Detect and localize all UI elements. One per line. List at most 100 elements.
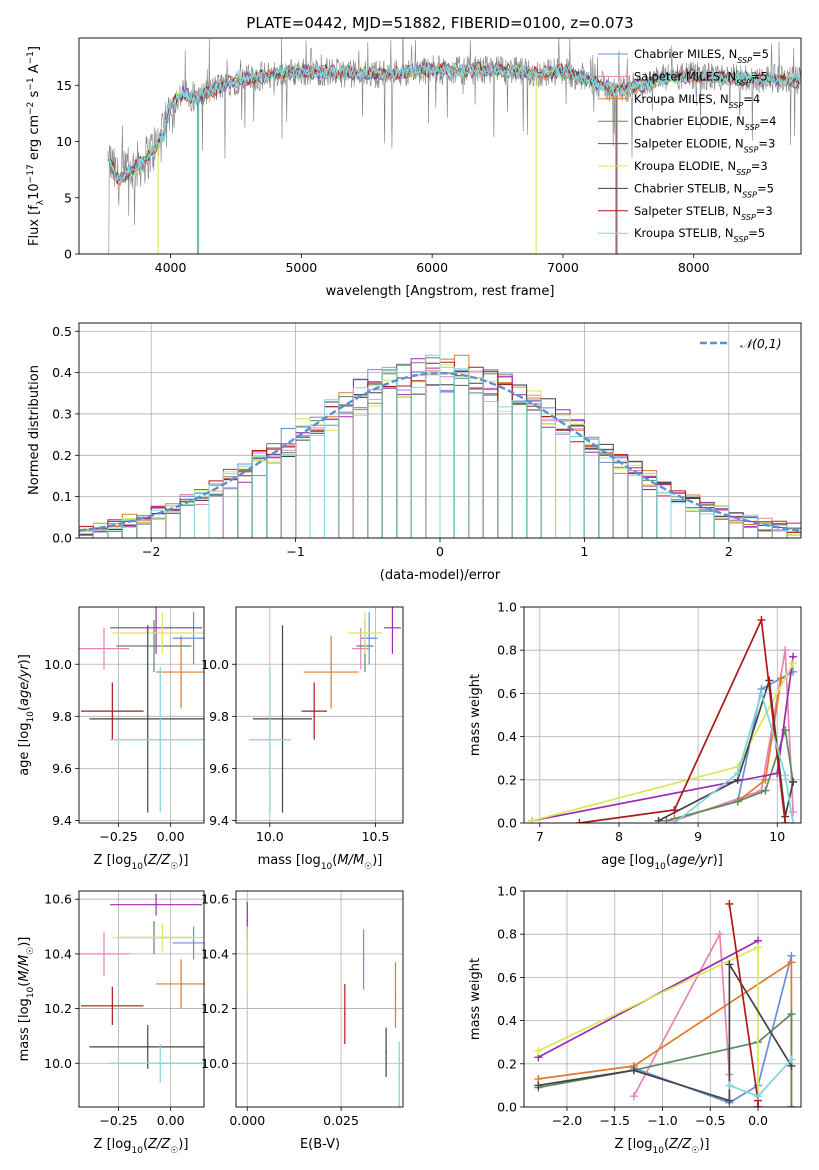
- legend-value: =3: [756, 204, 773, 218]
- label-part: Z [log: [615, 1137, 653, 1152]
- y-tick-label: 0.0: [52, 531, 72, 546]
- label-part: )]: [178, 853, 188, 868]
- x-axis-label: wavelength [Angstrom, rest frame]: [326, 284, 555, 299]
- label-part: M/M: [17, 955, 32, 982]
- y-tick-label: 0.4: [52, 365, 72, 380]
- plot-area: [248, 607, 401, 813]
- y-axis-label: Normed distribution: [27, 365, 42, 495]
- y-tick-label: 9.8: [209, 709, 229, 724]
- model-line-kroupa-stelib-top: [107, 62, 801, 182]
- legend-text: Salpeter STELIB, N: [634, 204, 741, 218]
- x-tick-label: 10.0: [256, 829, 284, 844]
- x-tick-label: 7000: [547, 260, 579, 275]
- label-part: mass weight: [468, 674, 483, 756]
- point-chabrier_miles: [368, 637, 370, 640]
- x-tick-label: 0.025: [323, 1113, 359, 1128]
- legend-label-kroupa_miles: Kroupa MILES, NSSP=4: [634, 92, 760, 110]
- point-chabrier_stelib: [146, 718, 149, 720]
- y-tick-label: 0.6: [497, 970, 517, 985]
- x-tick-label: 4000: [155, 260, 187, 275]
- y-tick-label: 0.4: [497, 729, 517, 744]
- weight-marker-chabrier_stelib: [654, 816, 663, 823]
- point-kroupa_elodie: [161, 632, 164, 634]
- weight-marker-chabrier_elodie: [733, 797, 742, 806]
- y-axis-label: age [log10(age/yr)]: [17, 654, 36, 776]
- weight-marker-chabrier_stelib: [789, 777, 798, 786]
- point-kroupa_miles: [394, 994, 397, 996]
- weight-marker-salpeter_stelib: [575, 819, 584, 823]
- weight-marker-salpeter_stelib: [754, 1103, 763, 1107]
- legend-text: Salpeter ELODIE, N: [634, 137, 744, 151]
- y-tick-label: 5: [64, 190, 72, 205]
- weight-marker-kroupa_stelib: [757, 689, 766, 698]
- plot-area: [79, 354, 801, 538]
- x-tick-label: 0.00: [157, 1113, 185, 1128]
- point-salpeter_stelib: [313, 710, 316, 712]
- point-kroupa_stelib: [269, 738, 271, 741]
- point-salpeter_elodie: [246, 920, 249, 922]
- weight-marker-chabrier_elodie: [761, 786, 770, 795]
- label-part: )]: [372, 853, 382, 868]
- label-part: Z [log: [94, 853, 132, 868]
- legend-sub: SSP: [736, 78, 751, 87]
- legend-value: =3: [758, 137, 775, 151]
- weight-marker-kroupa_stelib: [754, 1092, 763, 1101]
- point-salpeter_stelib: [111, 1005, 114, 1007]
- plot-area: [246, 901, 401, 1107]
- label-part: λ: [36, 199, 46, 205]
- plot-area: [534, 899, 796, 1107]
- y-tick-label: 0.6: [497, 686, 517, 701]
- label-part: age [log: [601, 853, 654, 868]
- axes-frame: [523, 890, 802, 1108]
- point-kroupa_elodie: [246, 958, 249, 961]
- weight-marker-kroupa_elodie: [754, 943, 763, 952]
- weight-marker-kroupa_elodie: [534, 1046, 543, 1055]
- model-line-kroupa_stelib: [107, 61, 801, 182]
- y-tick-label: 0.8: [497, 643, 517, 658]
- plot-area: [527, 615, 798, 823]
- legend-sub: SSP: [744, 145, 759, 154]
- point-kroupa_miles: [180, 983, 182, 985]
- x-axis-label: (data-model)/error: [380, 568, 501, 583]
- label-part: ☉: [170, 1146, 178, 1156]
- label-part: age/yr: [671, 853, 714, 868]
- y-tick-label: 0.8: [497, 927, 517, 942]
- legend-label-salpeter_stelib: Salpeter STELIB, NSSP=3: [634, 204, 773, 222]
- x-tick-label: 10.5: [362, 829, 390, 844]
- mass-vs-ebv-panel: 0.000 0.025 10.0 10.2 10.4 10.6 E(B-V): [201, 890, 404, 1152]
- y-axis-label: Flux [fλ10−17 erg cm−2 s−1 A−1]: [26, 46, 46, 246]
- y-tick-label: 10.0: [44, 657, 72, 672]
- label-part: 10: [321, 862, 333, 872]
- weight-marker-salpeter_miles: [629, 1092, 638, 1101]
- label-part: (: [17, 706, 32, 711]
- age-vs-metallicity-panel: −0.25 0.009.49.69.810.0Z [log10(Z/Z☉)]age…: [17, 606, 205, 872]
- residual-histogram-panel: −2 −1 0 1 2 0.0 0.1 0.2 0.3 0.4 0.5 𝒩(0,1) (data-mod…: [27, 322, 802, 583]
- label-part: 10: [131, 862, 143, 872]
- label-part: −2: [26, 102, 36, 115]
- label-part: (: [332, 853, 337, 868]
- weight-marker-salpeter_stelib: [725, 899, 734, 908]
- legend-text: Kroupa ELODIE, N: [634, 159, 736, 173]
- x-tick-label: 8000: [678, 260, 710, 275]
- label-part: age [log: [17, 723, 32, 776]
- x-tick-label: 0.000: [229, 1113, 265, 1128]
- point-kroupa_stelib: [398, 1073, 401, 1075]
- x-tick-label: 10: [769, 829, 785, 844]
- legend-label-kroupa_stelib: Kroupa STELIB, NSSP=5: [634, 226, 765, 244]
- y-tick-label: 0.0: [497, 1100, 517, 1115]
- legend-value: =5: [752, 47, 769, 61]
- weight-marker-chabrier_elodie: [787, 1010, 796, 1019]
- weight-vs-age-panel: 7 8 9 10 0.0 0.2 0.4 0.6 0.8 1.0 mass weight age [l…: [468, 600, 802, 872]
- y-tick-label: 9.6: [209, 761, 229, 776]
- y-tick-label: 0.5: [52, 324, 72, 339]
- label-part: ]: [27, 46, 42, 51]
- y-tick-label: 0.2: [497, 772, 517, 787]
- label-part: 10: [654, 862, 666, 872]
- legend-value: =5: [748, 226, 765, 240]
- label-part: (: [664, 1137, 669, 1152]
- y-tick-label: 0.2: [52, 448, 72, 463]
- legend-value: =4: [743, 92, 760, 106]
- weight-marker-kroupa_stelib: [725, 1081, 734, 1090]
- weight-line-salpeter_stelib: [579, 616, 787, 823]
